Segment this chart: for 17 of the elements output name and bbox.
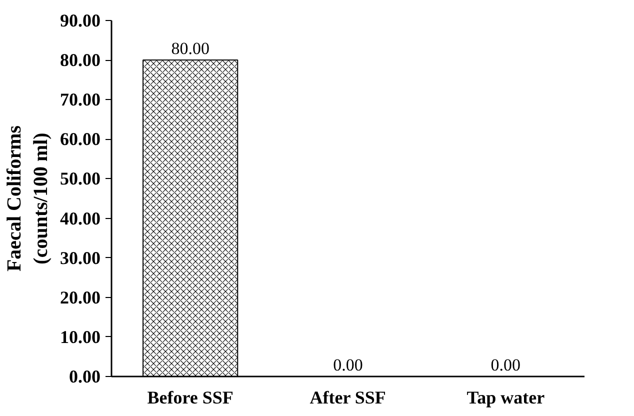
y-tick-label: 80.00 bbox=[60, 50, 100, 70]
y-tick-label: 60.00 bbox=[60, 129, 100, 150]
data-label: 80.00 bbox=[171, 39, 210, 58]
data-label: 0.00 bbox=[490, 356, 521, 374]
y-tick-label: 10.00 bbox=[60, 326, 100, 347]
x-tick-label: After SSF bbox=[310, 388, 386, 408]
x-tick-label: Tap water bbox=[466, 388, 545, 408]
y-tick-label: 20.00 bbox=[60, 287, 100, 308]
y-tick-label: 0.00 bbox=[69, 366, 100, 386]
y-tick-label: 90.00 bbox=[60, 10, 100, 30]
x-tick-label: Before SSF bbox=[147, 388, 234, 408]
y-tick-label: 50.00 bbox=[60, 168, 100, 189]
y-tick-label: 30.00 bbox=[60, 248, 100, 268]
y-axis-title: Faecal Coliforms (counts/100 ml) bbox=[4, 125, 52, 272]
data-label: 0.00 bbox=[333, 356, 363, 374]
y-tick-label: 70.00 bbox=[60, 90, 100, 110]
y-tick-label: 40.00 bbox=[60, 208, 100, 228]
